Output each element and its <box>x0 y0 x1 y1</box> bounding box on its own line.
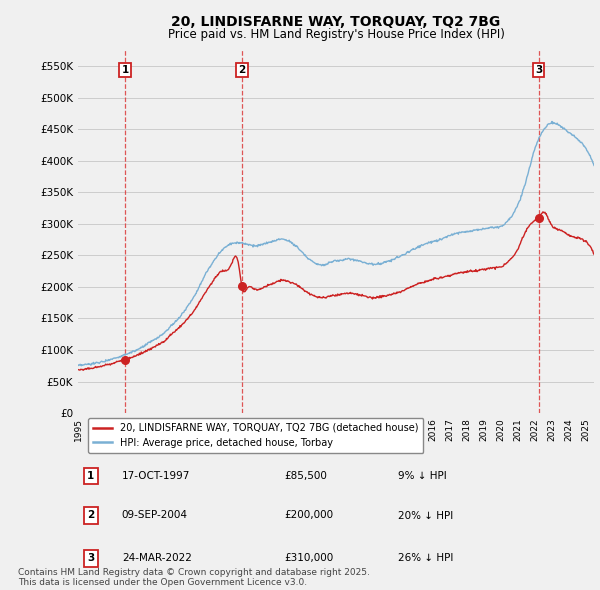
Text: £85,500: £85,500 <box>284 471 327 481</box>
Text: 26% ↓ HPI: 26% ↓ HPI <box>398 553 453 563</box>
Text: 3: 3 <box>87 553 95 563</box>
Text: 20% ↓ HPI: 20% ↓ HPI <box>398 510 453 520</box>
Text: 2: 2 <box>238 65 245 76</box>
Text: 24-MAR-2022: 24-MAR-2022 <box>122 553 192 563</box>
Legend: 20, LINDISFARNE WAY, TORQUAY, TQ2 7BG (detached house), HPI: Average price, deta: 20, LINDISFARNE WAY, TORQUAY, TQ2 7BG (d… <box>88 418 424 453</box>
Text: 9% ↓ HPI: 9% ↓ HPI <box>398 471 446 481</box>
Text: 1: 1 <box>122 65 129 76</box>
Text: 3: 3 <box>535 65 542 76</box>
Text: Price paid vs. HM Land Registry's House Price Index (HPI): Price paid vs. HM Land Registry's House … <box>167 28 505 41</box>
Text: Contains HM Land Registry data © Crown copyright and database right 2025.
This d: Contains HM Land Registry data © Crown c… <box>18 568 370 587</box>
Text: 20, LINDISFARNE WAY, TORQUAY, TQ2 7BG: 20, LINDISFARNE WAY, TORQUAY, TQ2 7BG <box>172 15 500 29</box>
Text: £310,000: £310,000 <box>284 553 334 563</box>
Text: 2: 2 <box>87 510 95 520</box>
Text: 09-SEP-2004: 09-SEP-2004 <box>122 510 188 520</box>
Text: £200,000: £200,000 <box>284 510 334 520</box>
Text: 1: 1 <box>87 471 95 481</box>
Text: 17-OCT-1997: 17-OCT-1997 <box>122 471 190 481</box>
